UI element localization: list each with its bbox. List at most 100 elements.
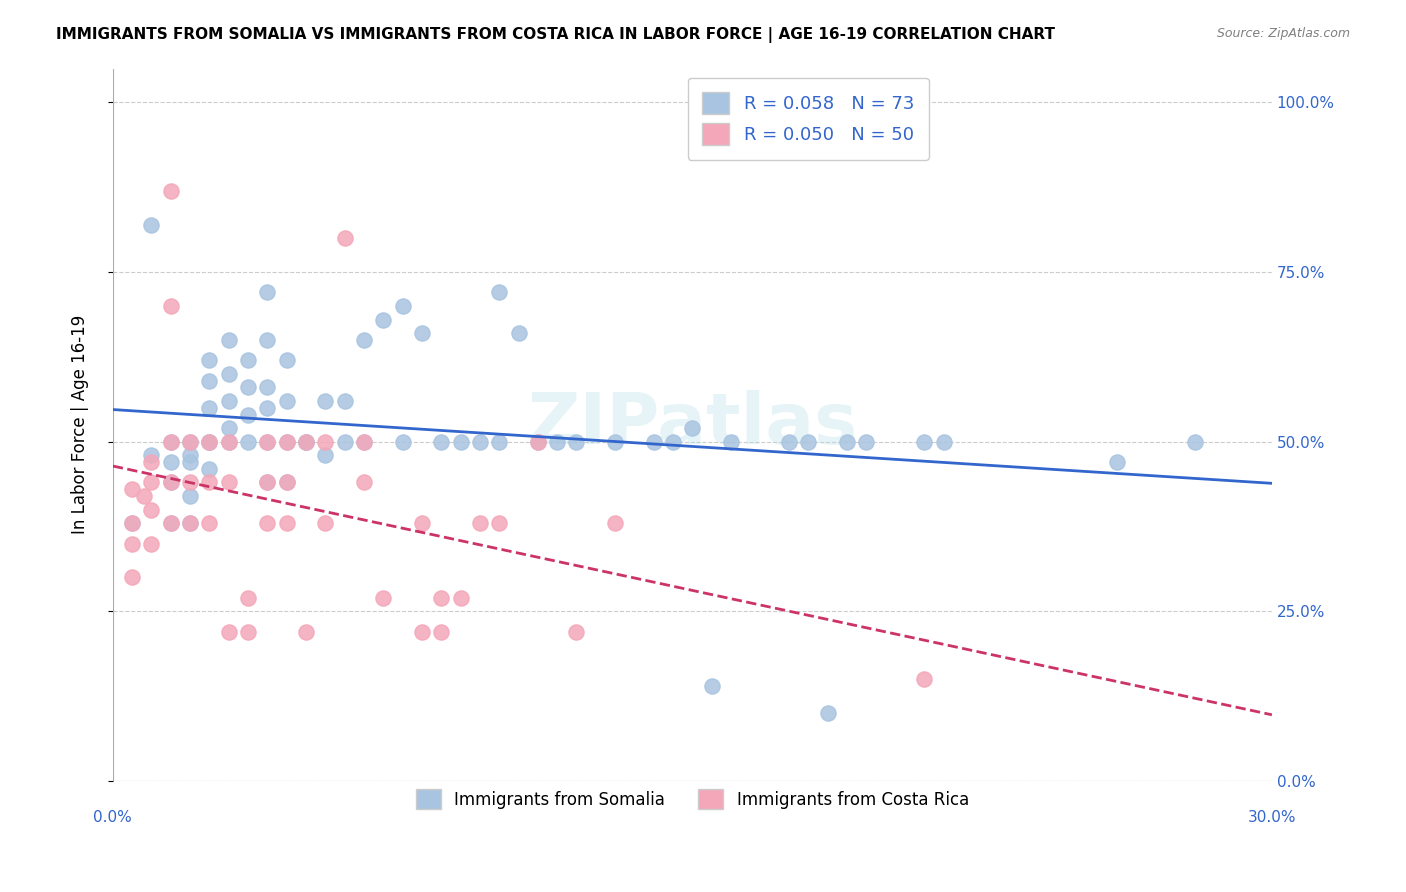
Point bbox=[198, 353, 221, 368]
Point bbox=[121, 516, 143, 530]
Point bbox=[778, 434, 800, 449]
Point bbox=[121, 570, 143, 584]
Point bbox=[411, 516, 433, 530]
Point bbox=[179, 455, 201, 469]
Point bbox=[488, 516, 510, 530]
Point bbox=[333, 231, 356, 245]
Point bbox=[256, 475, 278, 490]
Text: ZIPatlas: ZIPatlas bbox=[527, 391, 858, 459]
Point bbox=[236, 408, 259, 422]
Point bbox=[430, 591, 453, 605]
Point bbox=[391, 434, 413, 449]
Y-axis label: In Labor Force | Age 16-19: In Labor Force | Age 16-19 bbox=[72, 315, 89, 534]
Point bbox=[817, 706, 839, 720]
Point bbox=[565, 624, 588, 639]
Point bbox=[198, 475, 221, 490]
Point bbox=[314, 516, 336, 530]
Point bbox=[159, 516, 181, 530]
Point bbox=[159, 455, 181, 469]
Point bbox=[159, 475, 181, 490]
Point bbox=[256, 475, 278, 490]
Point bbox=[912, 434, 935, 449]
Point bbox=[295, 434, 318, 449]
Point bbox=[700, 679, 723, 693]
Point bbox=[159, 516, 181, 530]
Point bbox=[198, 462, 221, 476]
Point bbox=[141, 475, 163, 490]
Point bbox=[276, 434, 298, 449]
Point bbox=[159, 184, 181, 198]
Point bbox=[198, 434, 221, 449]
Point bbox=[527, 434, 550, 449]
Point bbox=[236, 591, 259, 605]
Point bbox=[681, 421, 703, 435]
Point bbox=[159, 434, 181, 449]
Text: 0.0%: 0.0% bbox=[93, 810, 132, 824]
Point bbox=[198, 434, 221, 449]
Point bbox=[1184, 434, 1206, 449]
Point bbox=[450, 591, 472, 605]
Point bbox=[218, 434, 240, 449]
Point bbox=[141, 455, 163, 469]
Point bbox=[391, 299, 413, 313]
Point bbox=[276, 475, 298, 490]
Point bbox=[179, 475, 201, 490]
Point bbox=[121, 482, 143, 496]
Point bbox=[333, 434, 356, 449]
Point bbox=[276, 394, 298, 409]
Point bbox=[256, 434, 278, 449]
Point bbox=[276, 434, 298, 449]
Point bbox=[179, 434, 201, 449]
Point bbox=[256, 434, 278, 449]
Point bbox=[198, 401, 221, 415]
Point bbox=[218, 333, 240, 347]
Point bbox=[295, 624, 318, 639]
Point bbox=[141, 218, 163, 232]
Point bbox=[159, 475, 181, 490]
Point bbox=[720, 434, 742, 449]
Point bbox=[662, 434, 685, 449]
Point bbox=[835, 434, 858, 449]
Point bbox=[256, 401, 278, 415]
Point bbox=[912, 672, 935, 686]
Point bbox=[141, 448, 163, 462]
Point bbox=[218, 434, 240, 449]
Point bbox=[218, 367, 240, 381]
Legend: Immigrants from Somalia, Immigrants from Costa Rica: Immigrants from Somalia, Immigrants from… bbox=[402, 775, 983, 822]
Text: Source: ZipAtlas.com: Source: ZipAtlas.com bbox=[1216, 27, 1350, 40]
Point bbox=[430, 434, 453, 449]
Point bbox=[256, 516, 278, 530]
Point bbox=[430, 624, 453, 639]
Point bbox=[468, 516, 491, 530]
Point bbox=[353, 475, 375, 490]
Point bbox=[488, 285, 510, 300]
Point bbox=[236, 353, 259, 368]
Point bbox=[121, 516, 143, 530]
Point bbox=[179, 448, 201, 462]
Point bbox=[295, 434, 318, 449]
Point bbox=[797, 434, 820, 449]
Point bbox=[450, 434, 472, 449]
Point bbox=[236, 434, 259, 449]
Point bbox=[198, 516, 221, 530]
Point bbox=[236, 380, 259, 394]
Point bbox=[643, 434, 665, 449]
Point bbox=[373, 312, 395, 326]
Point bbox=[218, 624, 240, 639]
Point bbox=[411, 624, 433, 639]
Point bbox=[488, 434, 510, 449]
Point bbox=[276, 516, 298, 530]
Point bbox=[218, 421, 240, 435]
Point bbox=[218, 394, 240, 409]
Point bbox=[314, 394, 336, 409]
Point bbox=[468, 434, 491, 449]
Point bbox=[198, 374, 221, 388]
Point bbox=[546, 434, 568, 449]
Point bbox=[353, 434, 375, 449]
Point bbox=[276, 353, 298, 368]
Point bbox=[179, 516, 201, 530]
Point bbox=[218, 475, 240, 490]
Point bbox=[508, 326, 530, 340]
Point bbox=[353, 333, 375, 347]
Point bbox=[527, 434, 550, 449]
